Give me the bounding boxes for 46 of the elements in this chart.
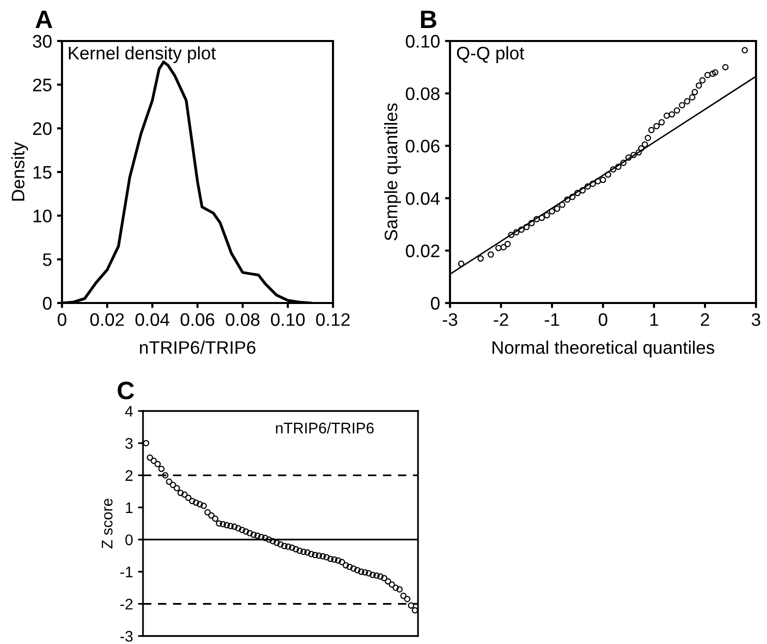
x-tick-label: 0: [598, 313, 608, 326]
x-tick-label: 0.08: [226, 313, 260, 326]
x-tick-label: 2: [700, 313, 710, 326]
chart-title: B: [421, 10, 436, 28]
y-axis-title: Density: [11, 142, 28, 201]
x-axis-title: Normal theoretical quantiles: [492, 340, 714, 358]
y-tick-label: 0.10: [406, 34, 440, 48]
x-tick-label: -2: [494, 313, 508, 326]
y-tick-label: 30: [32, 34, 52, 48]
y-tick-label: 25: [33, 78, 52, 92]
x-tick-label: 0.12: [316, 313, 350, 326]
y-tick-label: 0.06: [406, 140, 440, 153]
y-tick-label: 0.04: [406, 192, 440, 205]
y-tick-label: 3: [125, 438, 133, 449]
x-tick-label: 1: [650, 313, 658, 326]
y-tick-label: -1: [120, 566, 133, 578]
y-tick-label: 2: [126, 470, 133, 481]
y-tick-label: 0: [125, 534, 133, 546]
chart-title: A: [36, 10, 52, 28]
y-axis-title: Sample quantiles: [384, 103, 401, 240]
x-tick-label: 0.04: [135, 313, 170, 326]
x-tick-label: 3: [752, 313, 760, 326]
y-tick-label: 15: [34, 166, 52, 179]
annotation: Q-Q plot: [456, 46, 524, 64]
x-tick-label: 0.02: [90, 313, 124, 326]
y-tick-label: -3: [120, 630, 133, 642]
x-tick-label: 0.10: [270, 313, 305, 326]
annotation: nTRIP6/TRIP6: [276, 422, 374, 434]
y-tick-label: 0.08: [406, 87, 440, 100]
y-tick-label: -2: [120, 598, 133, 610]
x-tick-label: -3: [442, 313, 458, 326]
annotation: Kernel density plot: [68, 46, 216, 64]
x-tick-label: -1: [544, 313, 560, 326]
y-tick-label: 4: [125, 406, 133, 417]
x-axis-title: nTRIP6/TRIP6: [140, 340, 256, 354]
y-tick-label: 0: [42, 296, 52, 310]
x-tick-label: 0.06: [180, 313, 214, 326]
y-tick-label: 0.02: [406, 244, 440, 258]
y-tick-label: 0: [430, 296, 440, 310]
chart-title: C: [118, 382, 134, 400]
y-axis-title: Z score: [102, 498, 113, 548]
y-tick-label: 1: [126, 502, 133, 513]
y-tick-label: 5: [42, 253, 52, 266]
x-tick-label: 0: [58, 313, 66, 326]
y-tick-label: 10: [34, 210, 52, 222]
y-tick-label: 20: [33, 122, 52, 136]
